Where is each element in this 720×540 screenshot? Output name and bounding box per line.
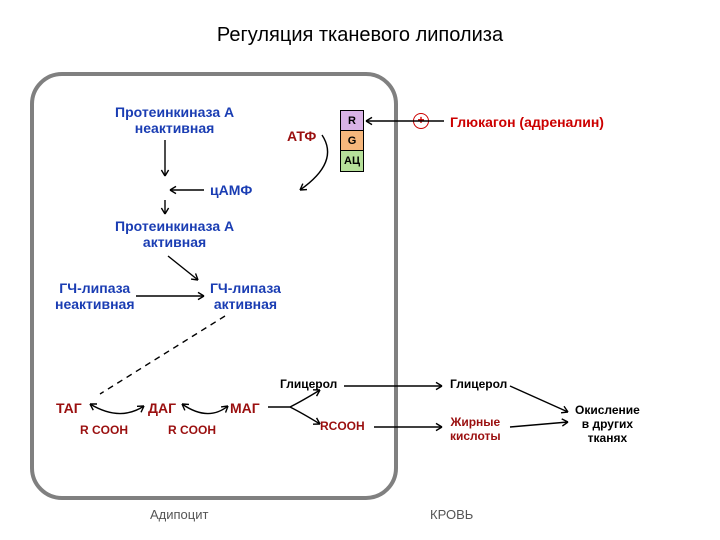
section-blood: КРОВЬ (430, 508, 473, 523)
node-rcooh3: RCOOH (320, 420, 365, 434)
node-atp: АТФ (287, 128, 316, 144)
node-rcooh1: R COOH (80, 424, 128, 438)
plus-icon: + (413, 113, 429, 129)
receptor-R-label: R (348, 115, 356, 127)
node-glycerol-in: Глицерол (280, 378, 337, 392)
receptor-AC: АЦ (340, 150, 364, 172)
node-pka-active: Протеинкиназа А активная (115, 218, 234, 250)
node-oxidation: Окисление в других тканях (575, 404, 640, 445)
node-tag: ТАГ (56, 400, 82, 416)
node-ffa: Жирные кислоты (450, 416, 501, 444)
node-hsl-inactive: ГЧ-липаза неактивная (55, 280, 135, 312)
node-mag: МАГ (230, 400, 260, 416)
diagram-root: { "canvas": { "width": 720, "height": 54… (0, 0, 720, 540)
node-dag: ДАГ (148, 400, 176, 416)
node-glucagon: Глюкагон (адреналин) (450, 114, 604, 130)
diagram-title: Регуляция тканевого липолиза (180, 24, 540, 47)
node-camp: цАМФ (210, 182, 252, 198)
node-rcooh2: R COOH (168, 424, 216, 438)
node-glycerol-out: Глицерол (450, 378, 507, 392)
node-hsl-active: ГЧ-липаза активная (210, 280, 281, 312)
receptor-R: R (340, 110, 364, 132)
section-adipocyte: Адипоцит (150, 508, 208, 523)
node-pka-inactive: Протеинкиназа А неактивная (115, 104, 234, 136)
receptor-AC-label: АЦ (344, 155, 360, 167)
receptor-G: G (340, 130, 364, 152)
receptor-G-label: G (348, 135, 357, 147)
